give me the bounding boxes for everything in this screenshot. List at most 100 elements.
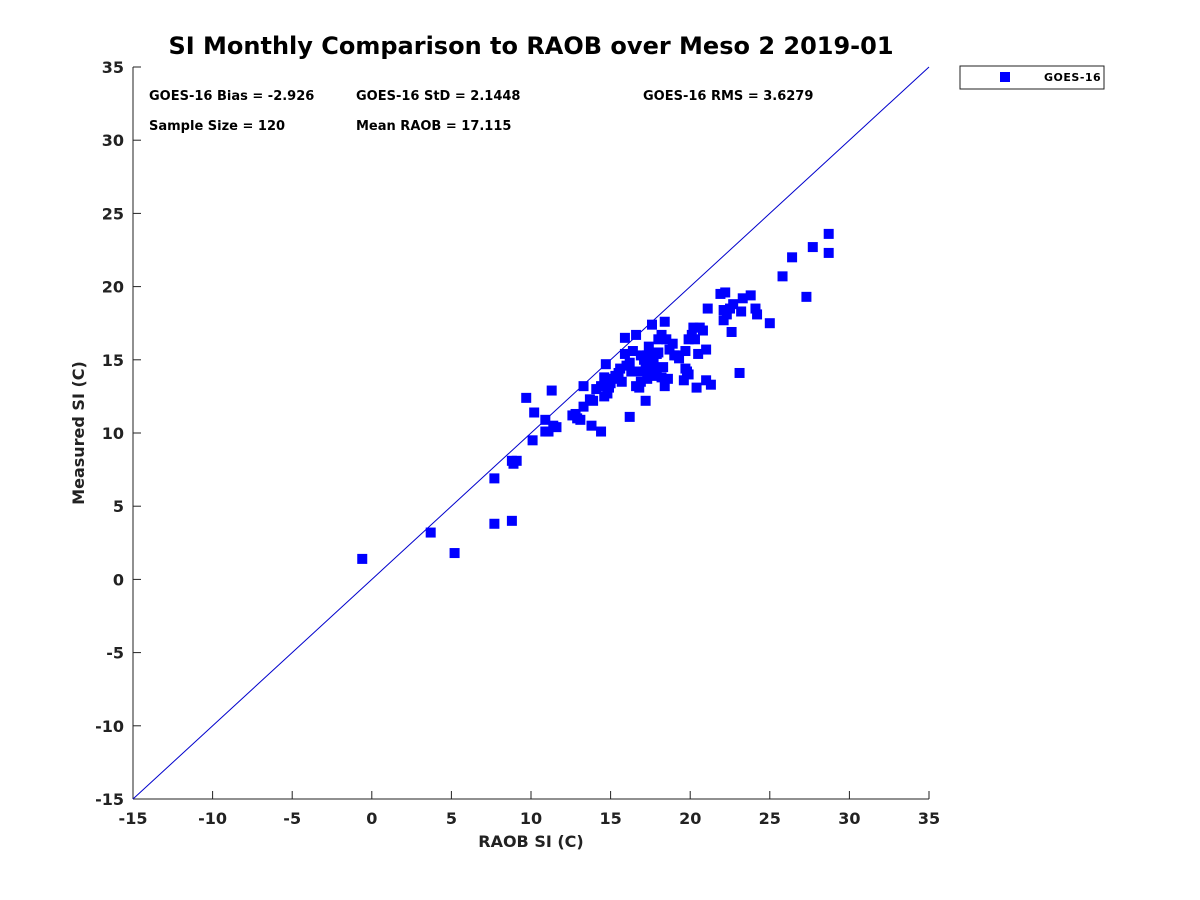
data-point	[449, 548, 460, 559]
data-point	[659, 316, 670, 327]
data-point	[637, 366, 648, 377]
y-ticks: -15 -10 -5 0 5 10 15 20 25 30 35	[95, 58, 141, 809]
x-tick-label: 25	[759, 809, 781, 828]
data-point	[726, 326, 737, 337]
data-point	[634, 382, 645, 393]
data-point	[635, 376, 646, 387]
y-tick-label: 10	[102, 424, 124, 443]
data-point	[529, 407, 540, 418]
x-axis-label: RAOB SI (C)	[478, 832, 583, 851]
data-point	[682, 366, 693, 377]
y-tick-label: 0	[113, 570, 124, 589]
x-tick-label: 5	[446, 809, 457, 828]
data-point	[745, 290, 756, 301]
stat-bias: GOES-16 Bias = -2.926	[149, 89, 314, 104]
x-tick-label: 20	[679, 809, 701, 828]
data-point	[639, 354, 650, 365]
data-point	[511, 455, 522, 466]
data-point	[750, 303, 761, 314]
data-point	[624, 411, 635, 422]
data-point	[656, 372, 667, 383]
data-point	[678, 375, 689, 386]
x-tick-label: 0	[366, 809, 377, 828]
data-point	[610, 370, 621, 381]
data-point	[602, 388, 613, 399]
stat-sample-size: Sample Size = 120	[149, 119, 285, 134]
data-point	[527, 435, 538, 446]
x-tick-label: -10	[198, 809, 227, 828]
stat-std: GOES-16 StD = 2.1448	[356, 89, 520, 104]
data-point	[661, 334, 672, 345]
y-tick-label: 20	[102, 278, 124, 297]
data-point	[697, 325, 708, 336]
x-tick-label: -5	[283, 809, 301, 828]
data-point	[787, 252, 798, 263]
data-point	[667, 338, 678, 349]
data-point	[596, 381, 607, 392]
data-point	[807, 242, 818, 253]
y-tick-label: 15	[102, 351, 124, 370]
y-tick-label: 5	[113, 497, 124, 516]
data-point	[546, 385, 557, 396]
y-tick-label: -10	[95, 717, 124, 736]
stat-rms: GOES-16 RMS = 3.6279	[643, 89, 813, 104]
data-point	[648, 357, 659, 368]
data-point	[702, 303, 713, 314]
data-point	[823, 228, 834, 239]
data-point	[662, 373, 673, 384]
data-point	[543, 426, 554, 437]
data-point	[752, 309, 763, 320]
stat-mean-raob: Mean RAOB = 17.115	[356, 119, 511, 134]
data-point	[489, 518, 500, 529]
data-point	[643, 341, 654, 352]
data-point	[616, 376, 627, 387]
data-point	[626, 366, 637, 377]
data-point	[425, 527, 436, 538]
legend-label-goes16: GOES-16	[1044, 71, 1101, 84]
data-point	[506, 515, 517, 526]
data-point	[737, 293, 748, 304]
data-point	[588, 395, 599, 406]
data-point	[586, 420, 597, 431]
data-point	[619, 332, 630, 343]
data-point	[801, 291, 812, 302]
x-tick-label: 15	[599, 809, 621, 828]
y-tick-label: -15	[95, 790, 124, 809]
data-point	[640, 395, 651, 406]
chart-title: SI Monthly Comparison to RAOB over Meso …	[168, 32, 893, 60]
x-tick-label: 30	[838, 809, 860, 828]
data-point	[718, 315, 729, 326]
data-point	[599, 372, 610, 383]
data-point	[615, 363, 626, 374]
data-point	[521, 392, 532, 403]
x-tick-label: 35	[918, 809, 940, 828]
data-point	[823, 247, 834, 258]
one-to-one-line	[132, 66, 930, 800]
data-point	[551, 422, 562, 433]
data-point	[701, 344, 712, 355]
data-point	[357, 553, 368, 564]
data-point	[600, 359, 611, 370]
x-tick-label: -15	[119, 809, 148, 828]
data-point	[627, 346, 638, 357]
data-point	[693, 348, 704, 359]
legend-box	[959, 65, 1105, 90]
data-point	[619, 348, 630, 359]
data-point	[658, 362, 669, 373]
data-point	[764, 318, 775, 329]
data-point	[664, 344, 675, 355]
data-point	[572, 413, 583, 424]
legend-marker-goes16	[1000, 72, 1010, 82]
data-point	[646, 319, 657, 330]
data-point	[688, 322, 699, 333]
data-point	[650, 366, 661, 377]
data-point	[578, 381, 589, 392]
data-point	[631, 329, 642, 340]
data-point	[720, 287, 731, 298]
data-point	[691, 382, 702, 393]
x-tick-label: 10	[520, 809, 542, 828]
y-tick-label: -5	[106, 644, 124, 663]
y-axis-label: Measured SI (C)	[69, 361, 88, 505]
data-point	[728, 299, 739, 310]
